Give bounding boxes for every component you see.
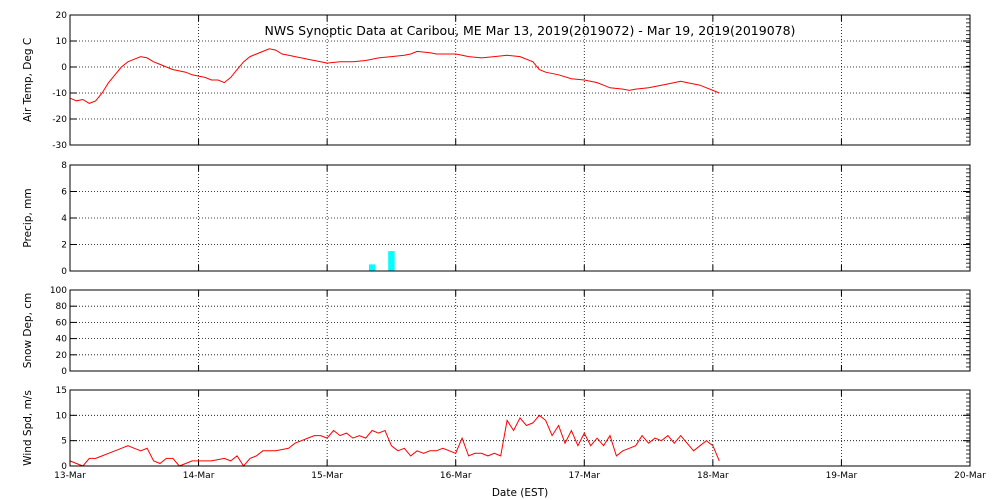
panel-frame <box>69 289 971 372</box>
y-tick-label: 8 <box>61 161 67 171</box>
panel-precip: 8 6 4 2 0 Precip, mm <box>22 161 971 277</box>
y-tick-label: 15 <box>56 386 67 396</box>
panel-air-temp: 20 10 0 -10 -20 -30 Air Temp, Deg C <box>22 11 971 151</box>
x-tick-label: 17-Mar <box>568 471 600 481</box>
series-line-wind-speed <box>69 414 720 467</box>
y-tick-label: 80 <box>56 302 68 312</box>
y-axis-title-precip: Precip, mm <box>22 188 34 247</box>
y-axis-title-air-temp: Air Temp, Deg C <box>22 38 34 122</box>
x-tick-label: 13-Mar <box>54 471 86 481</box>
y-tick-label: -30 <box>52 141 67 151</box>
y-tick-label: 60 <box>56 318 68 328</box>
y-tick-label: 10 <box>56 411 68 421</box>
y-tick-label: 6 <box>61 188 67 198</box>
y-tick-label: -20 <box>52 115 67 125</box>
panel-frame <box>69 14 971 146</box>
precip-bar <box>368 264 376 271</box>
series-line-air-temp <box>69 48 720 104</box>
y-tick-label: 20 <box>56 11 68 21</box>
y-tick-label: 10 <box>56 37 68 47</box>
x-tick-label: 20-Mar <box>954 471 986 481</box>
y-tick-label: 0 <box>61 63 67 73</box>
x-tick-label: 14-Mar <box>183 471 215 481</box>
y-tick-label: 100 <box>50 286 67 296</box>
chart-title: NWS Synoptic Data at Caribou, ME Mar 13,… <box>265 23 796 38</box>
precip-bar <box>388 251 395 271</box>
y-tick-label: 0 <box>61 267 67 277</box>
y-tick-label: 20 <box>56 351 68 361</box>
panel-frame <box>69 164 971 272</box>
y-tick-label: 0 <box>61 462 67 472</box>
x-axis-title: Date (EST) <box>492 487 548 499</box>
y-tick-label: 4 <box>61 214 67 224</box>
x-tick-label: 15-Mar <box>311 471 343 481</box>
y-tick-label: 5 <box>61 437 67 447</box>
panel-snow-depth: 100 80 60 40 20 0 Snow Dep, cm <box>22 286 971 377</box>
x-tick-label: 18-Mar <box>697 471 729 481</box>
y-tick-label: 0 <box>61 367 67 377</box>
y-tick-label: -10 <box>52 89 67 99</box>
y-tick-label: 2 <box>61 241 67 251</box>
y-axis-title-snow-depth: Snow Dep, cm <box>22 293 34 369</box>
x-tick-label: 19-Mar <box>826 471 858 481</box>
x-tick-label: 16-Mar <box>440 471 472 481</box>
y-tick-label: 40 <box>56 335 68 345</box>
y-axis-title-wind-speed: Wind Spd, m/s <box>22 390 34 466</box>
panel-wind-speed: 15 10 5 0 Wind Spd, m/s <box>22 386 971 472</box>
panel-frame <box>69 389 971 467</box>
